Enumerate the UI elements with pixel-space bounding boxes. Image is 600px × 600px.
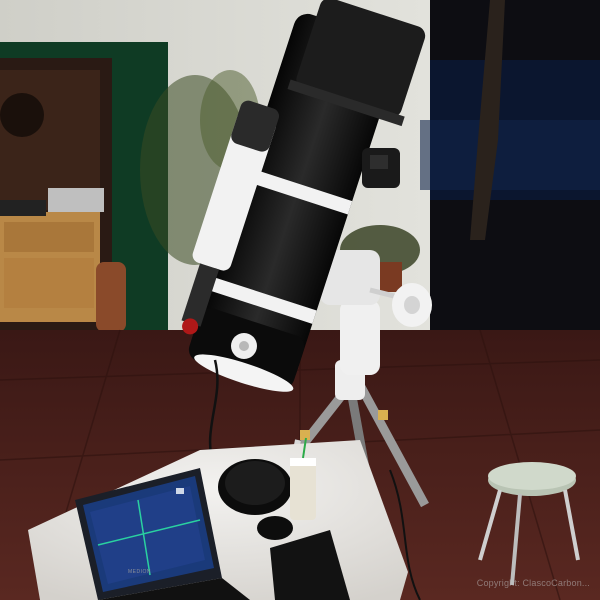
stool xyxy=(478,462,580,586)
doorway xyxy=(0,42,168,342)
tree-trunk xyxy=(470,0,505,240)
laptop xyxy=(75,468,250,600)
laptop-brand-label: MEDION xyxy=(128,569,151,575)
table-items xyxy=(218,437,350,600)
copyright-watermark: Copyright: ClascoCarbon... xyxy=(476,578,590,588)
telescope xyxy=(181,0,426,392)
equatorial-mount xyxy=(320,250,432,375)
